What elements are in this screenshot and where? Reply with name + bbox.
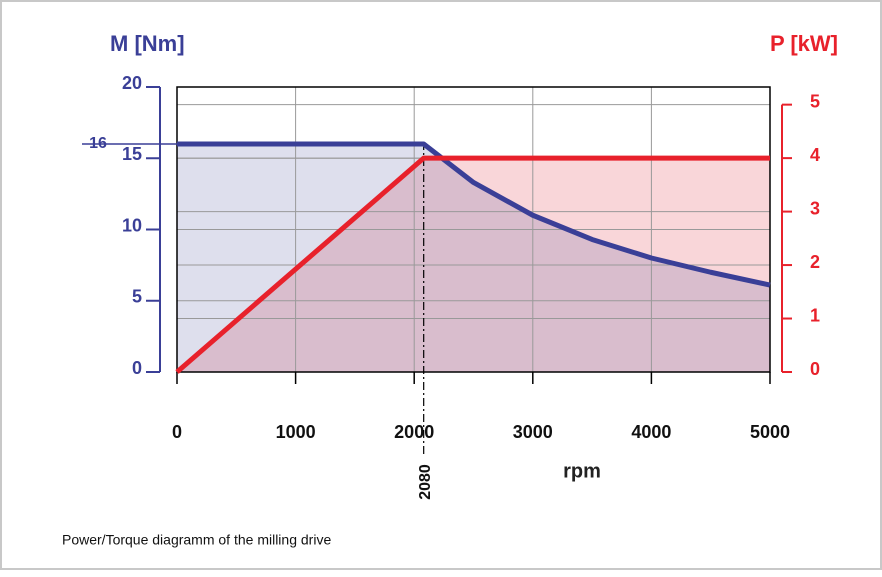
y2-axis-title: P [kW]: [770, 31, 838, 56]
x-tick-label: 0: [172, 422, 182, 442]
y2-tick-label: 4: [810, 145, 820, 165]
x-tick-label: 5000: [750, 422, 790, 442]
y2-tick-label: 0: [810, 359, 820, 379]
x-axis-title: rpm: [563, 460, 601, 482]
y-tick-label: 20: [122, 73, 142, 93]
y2-tick-label: 5: [810, 91, 820, 111]
series-line: [175, 155, 770, 374]
y2-tick-label: 3: [810, 198, 820, 218]
y2-tick-label: 2: [810, 252, 820, 272]
y-tick-label: 0: [132, 358, 142, 378]
y-tick-label: 10: [122, 215, 142, 235]
x-tick-label: 2000: [394, 422, 434, 442]
y-tick-label: 5: [132, 287, 142, 307]
x-tick-label: 3000: [513, 422, 553, 442]
x-tick-label: 1000: [276, 422, 316, 442]
y-tick-label: 15: [122, 144, 142, 164]
area-fill: [177, 144, 770, 372]
y-axis-title: M [Nm]: [110, 31, 185, 56]
y2-tick-label: 1: [810, 305, 820, 325]
marker-label: 2080: [417, 464, 434, 500]
caption: Power/Torque diagramm of the milling dri…: [62, 532, 331, 548]
series-line: [177, 141, 771, 288]
marker-label: 16: [89, 135, 107, 152]
x-tick-label: 4000: [631, 422, 671, 442]
plot-border: [176, 86, 771, 373]
